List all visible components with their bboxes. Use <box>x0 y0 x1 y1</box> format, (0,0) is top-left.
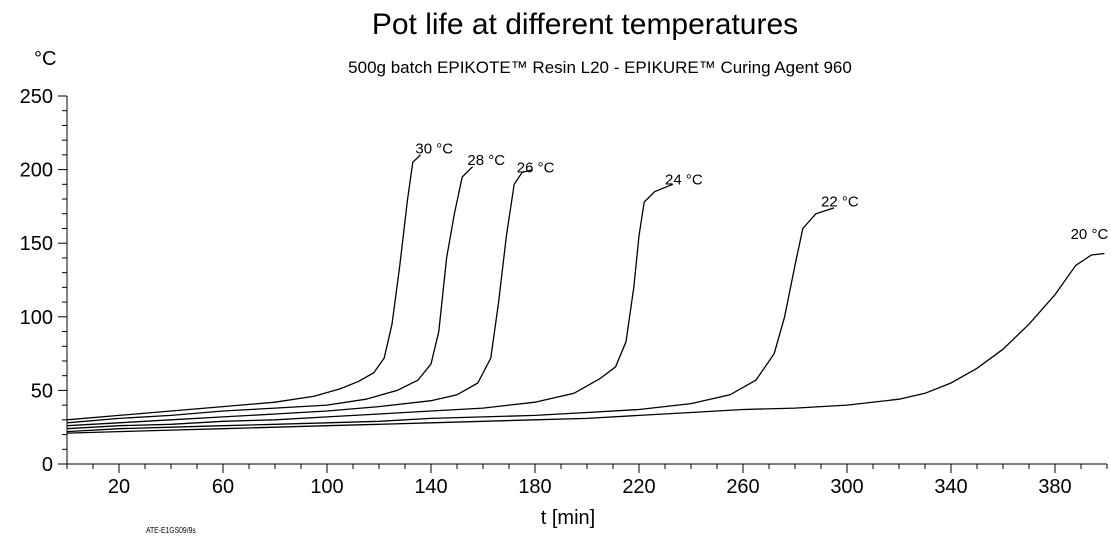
curve-labels: 30 °C 28 °C 26 °C 24 °C 22 °C 20 °C <box>415 140 1108 242</box>
temperature-curve <box>66 166 474 424</box>
x-tick-label: 100 <box>310 476 343 498</box>
y-tick-label: 250 <box>20 86 53 108</box>
x-tick-label: 300 <box>830 476 863 498</box>
y-tick-label: 200 <box>20 160 53 182</box>
curves <box>66 154 1105 434</box>
x-tick-label: 60 <box>212 476 234 498</box>
y-tick-label: 0 <box>42 454 53 476</box>
temperature-curve <box>66 252 1105 434</box>
axes: 0 50 100 150 200 250 20 60 100 140 180 220 260 300 340… <box>20 86 1108 498</box>
curve-label: 20 °C <box>1071 226 1109 243</box>
y-tick-label: 150 <box>20 233 53 255</box>
curve-label: 22 °C <box>821 193 859 210</box>
curve-label: 30 °C <box>415 140 453 157</box>
y-axis-label: °C <box>34 48 57 70</box>
temperature-curve <box>66 168 533 427</box>
temperature-curve <box>66 183 674 430</box>
curve-label: 28 °C <box>467 152 505 169</box>
temperature-curve <box>66 154 422 421</box>
x-tick-label: 180 <box>518 476 551 498</box>
x-tick-label: 140 <box>414 476 447 498</box>
x-tick-label: 20 <box>108 476 130 498</box>
x-tick-label: 220 <box>622 476 655 498</box>
chart-subtitle: 500g batch EPIKOTE™ Resin L20 - EPIKURE™… <box>348 58 852 77</box>
x-tick-label: 380 <box>1038 476 1071 498</box>
x-axis-label: t [min] <box>541 507 595 529</box>
curve-label: 26 °C <box>517 160 555 177</box>
chart-title: Pot life at different temperatures <box>371 8 799 41</box>
y-tick-label: 50 <box>31 380 53 402</box>
x-tick-label: 340 <box>934 476 967 498</box>
temperature-curve <box>66 207 835 433</box>
y-tick-label: 100 <box>20 307 53 329</box>
document-code: ATE-E1GS09/9s <box>146 526 196 535</box>
curve-label: 24 °C <box>665 171 703 188</box>
x-tick-label: 260 <box>726 476 759 498</box>
